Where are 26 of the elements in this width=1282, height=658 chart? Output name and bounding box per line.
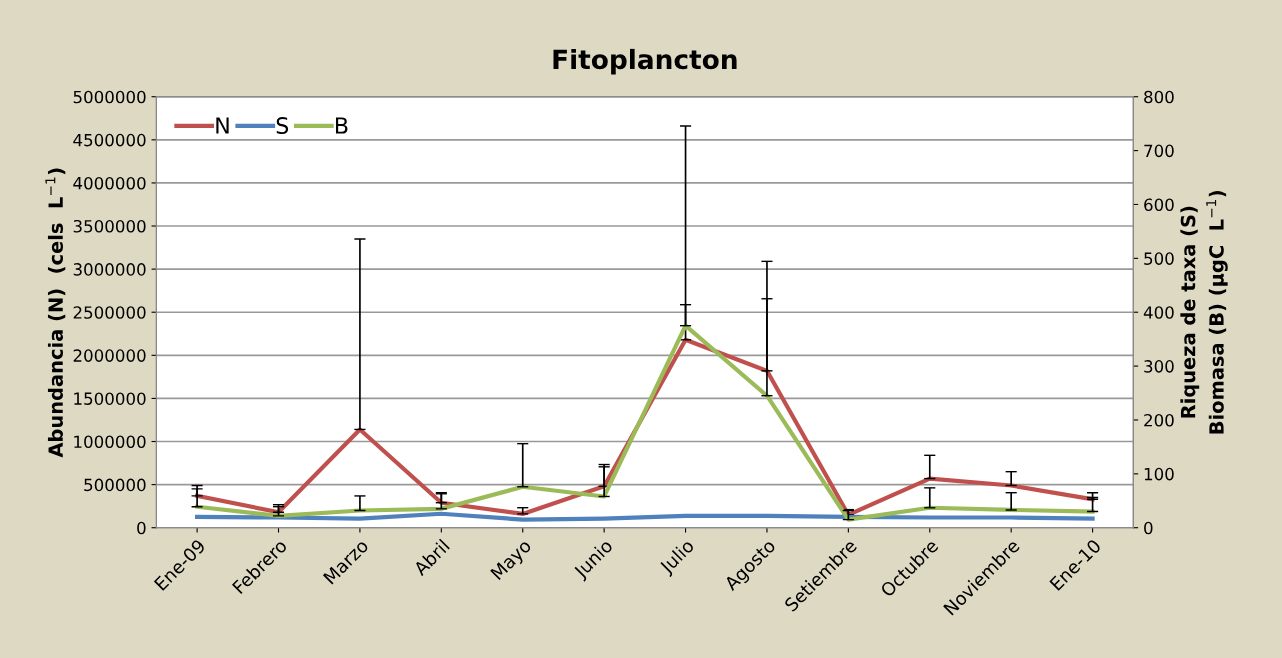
y2-tick-label: 500 xyxy=(1144,252,1174,265)
y2-tick-label: 100 xyxy=(1144,467,1174,481)
y2-axis-title: Riqueza de taxa (S) Biomasa (B) (µgC L$^{−1}$) xyxy=(1180,190,1228,434)
y-tick-label: 5000000 xyxy=(73,90,146,104)
y2-tick-label: 300 xyxy=(1144,360,1174,373)
y-tick-label: 3500000 xyxy=(73,219,146,233)
y-axis-title: Abundancia (N) (cels L$^{−1}$) xyxy=(45,168,66,458)
y2-tick-label: 400 xyxy=(1143,306,1174,319)
y-tick-label: 2500000 xyxy=(73,306,146,319)
y-tick-label: 1500000 xyxy=(74,392,146,405)
legend-label: B xyxy=(335,117,348,134)
y-tick-label: 0 xyxy=(137,521,146,535)
y2-tick-label: 0 xyxy=(1144,521,1153,535)
y2-tick-label: 600 xyxy=(1144,198,1174,212)
legend-label: S xyxy=(276,117,289,134)
chart-title: Fitoplancton xyxy=(553,48,737,75)
y2-tick-label: 200 xyxy=(1144,413,1174,427)
y-tick-label: 2000000 xyxy=(73,349,146,362)
y-tick-label: 1000000 xyxy=(74,435,146,449)
y-tick-label: 4000000 xyxy=(73,176,146,190)
y-tick-label: 4500000 xyxy=(73,133,146,147)
y-tick-label: 3000000 xyxy=(73,263,146,276)
y2-tick-label: 800 xyxy=(1144,90,1174,104)
y-tick-label: 500000 xyxy=(84,478,146,492)
y2-tick-label: 700 xyxy=(1144,144,1174,158)
legend-label: N xyxy=(216,117,229,134)
